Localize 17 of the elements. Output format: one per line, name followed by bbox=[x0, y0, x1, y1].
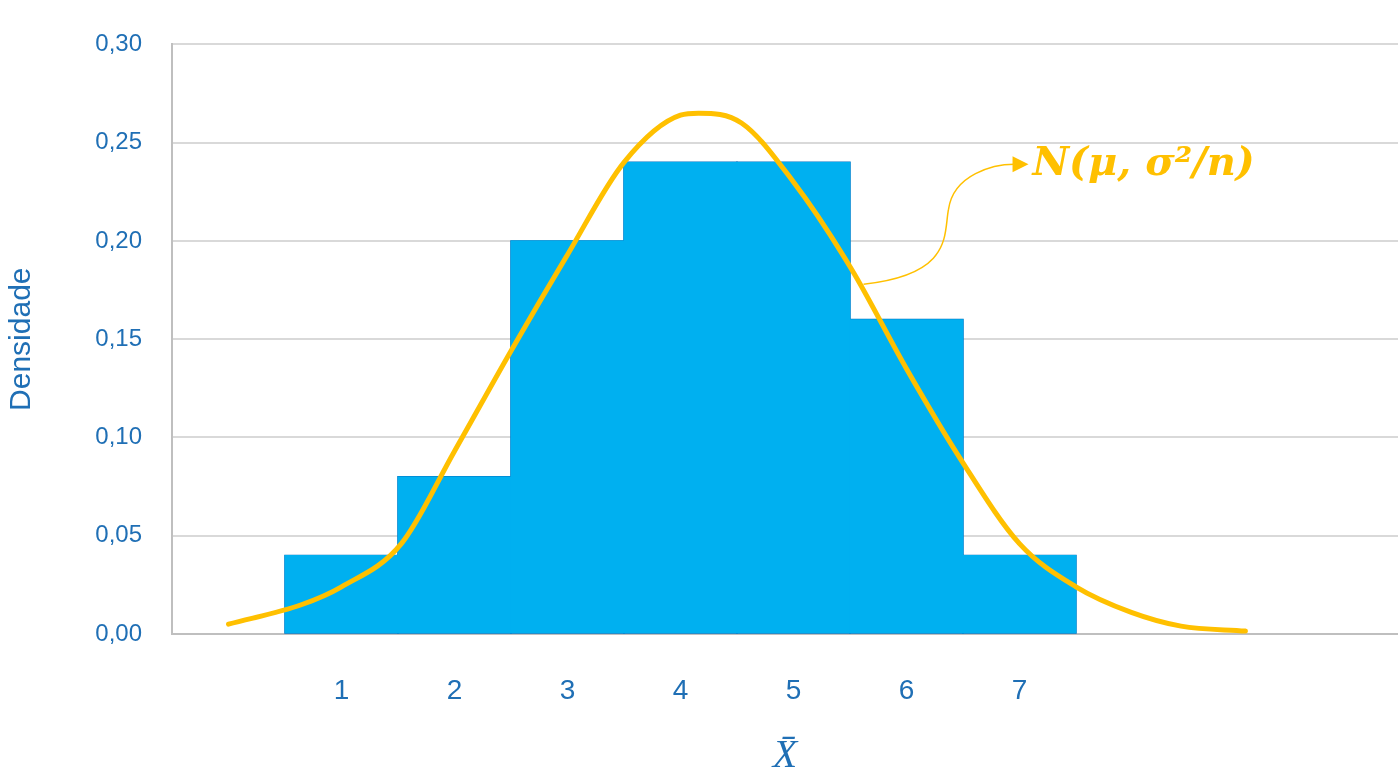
y-tick-label: 0,25 bbox=[95, 127, 142, 155]
y-tick-label: 0,30 bbox=[95, 29, 142, 57]
x-tick-label: 7 bbox=[1011, 673, 1028, 705]
y-tick-label: 0,00 bbox=[95, 618, 142, 646]
y-tick-label: 0,20 bbox=[95, 225, 142, 253]
x-tick-label: 3 bbox=[559, 673, 576, 705]
x-axis-title: X̄ bbox=[770, 730, 799, 776]
y-tick-label: 0,15 bbox=[95, 323, 142, 351]
y-axis-title: Densidade bbox=[3, 267, 37, 411]
y-tick-label: 0,05 bbox=[95, 520, 142, 548]
y-tick-label: 0,10 bbox=[95, 422, 142, 450]
x-tick-label: 6 bbox=[898, 673, 915, 705]
x-tick-label: 4 bbox=[672, 673, 689, 705]
x-tick-label: 1 bbox=[333, 673, 350, 705]
x-tick-label: 5 bbox=[785, 673, 802, 705]
x-tick-label: 2 bbox=[446, 673, 463, 705]
annotation: N(μ, σ²/n) bbox=[1030, 136, 1255, 184]
